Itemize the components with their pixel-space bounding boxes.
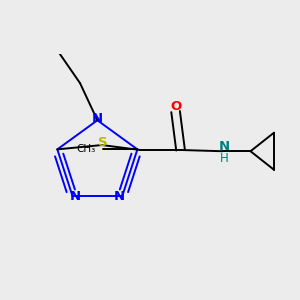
Text: H: H — [220, 152, 228, 165]
Text: CH₃: CH₃ — [76, 144, 95, 154]
Text: N: N — [218, 140, 230, 153]
Text: O: O — [171, 100, 182, 113]
Text: S: S — [98, 136, 107, 149]
Text: N: N — [92, 112, 103, 125]
Text: N: N — [114, 190, 125, 203]
Text: N: N — [70, 190, 81, 203]
